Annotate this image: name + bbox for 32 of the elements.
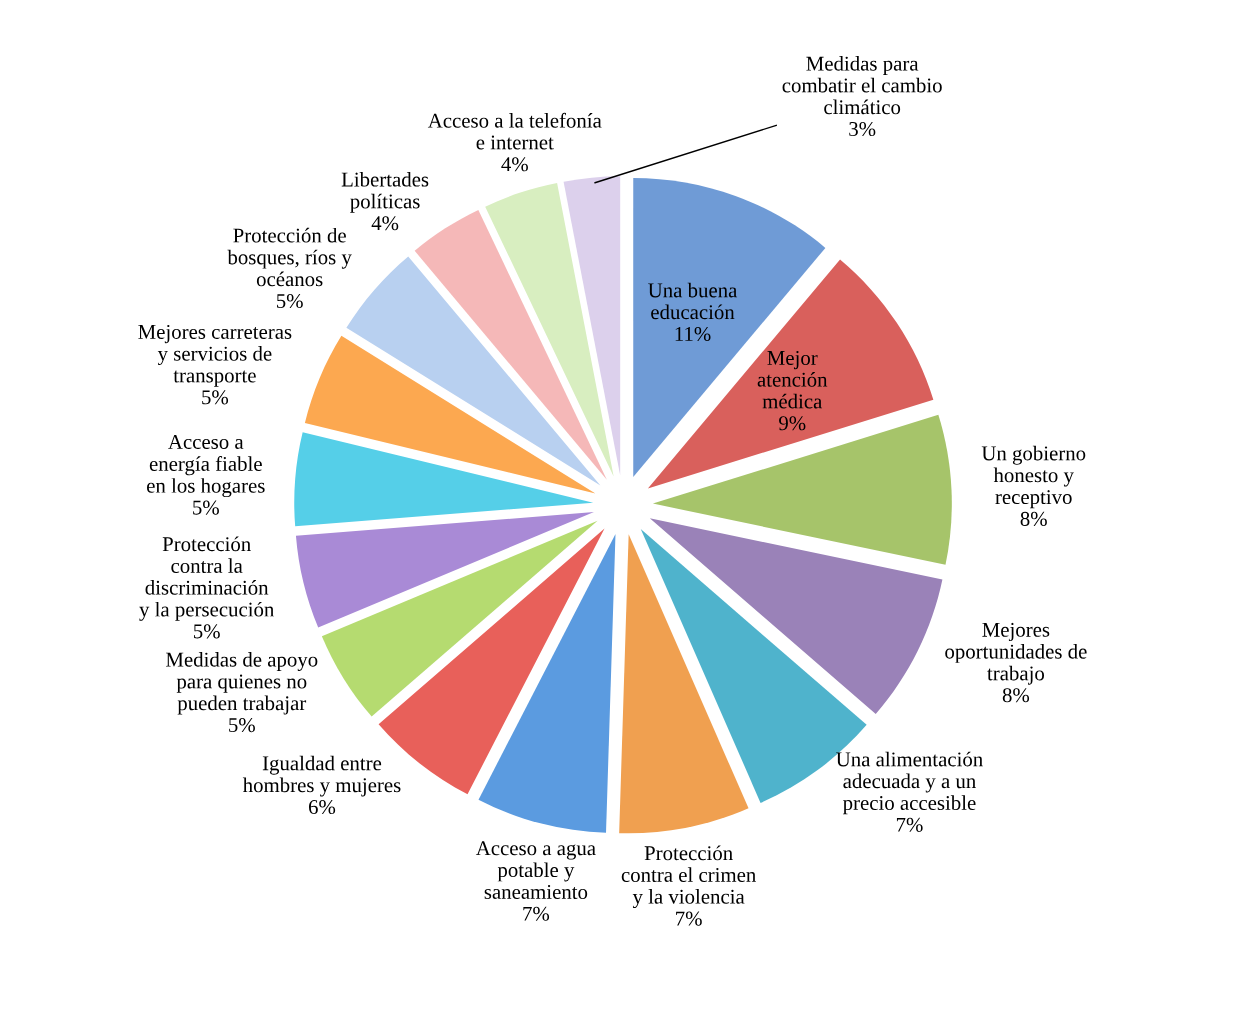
data-label: 4% — [371, 216, 399, 231]
slice-label: Mejor atención médica — [757, 350, 828, 409]
data-label: 9% — [779, 416, 806, 431]
data-label: 5% — [229, 718, 255, 733]
slice-label: Mejores oportunidades de trabajo — [945, 622, 1087, 685]
slice-label: Medidas de apoyo para quienes no pueden trabajar — [166, 651, 318, 715]
data-label: 5% — [202, 390, 229, 405]
data-label: 6% — [308, 800, 336, 815]
slice-label: Una alimentación adecuada y a un precio accesible — [836, 751, 983, 815]
data-label: 3% — [849, 121, 876, 137]
data-label: 8% — [1020, 511, 1047, 526]
slice-label: Protección de bosques, ríos y océanos — [227, 227, 352, 287]
slice-label: Libertades políticas — [341, 171, 429, 213]
data-label: 7% — [896, 817, 923, 832]
slice-label: Protección contra el crimen y la violencia — [621, 845, 756, 909]
slice-label: Un gobierno honesto y receptivo — [981, 445, 1086, 509]
slice-label: Acceso a energía fiable en los hogares — [147, 434, 265, 498]
data-label: 8% — [1002, 688, 1030, 703]
data-label: 5% — [193, 500, 219, 515]
data-label: 4% — [501, 157, 528, 172]
data-label: 7% — [676, 911, 702, 926]
data-label: 5% — [194, 624, 220, 639]
slice-label: Acceso a agua potable y saneamiento — [475, 841, 596, 899]
slice-label: Igualdad entre hombres y mujeres — [242, 755, 401, 797]
slice-label: Una buena educación — [648, 282, 738, 320]
slice-label: Acceso a la telefonía e internet — [427, 112, 602, 150]
slice-label: Medidas para combatir el cambio climático — [782, 56, 942, 115]
slice-label: Protección contra la discriminación y la persecución — [139, 536, 275, 621]
slice-label: Mejores carreteras y servicios de transporte — [138, 324, 292, 387]
data-label: 7% — [523, 906, 550, 921]
data-label: 5% — [276, 293, 303, 309]
data-label: 11% — [675, 326, 711, 342]
